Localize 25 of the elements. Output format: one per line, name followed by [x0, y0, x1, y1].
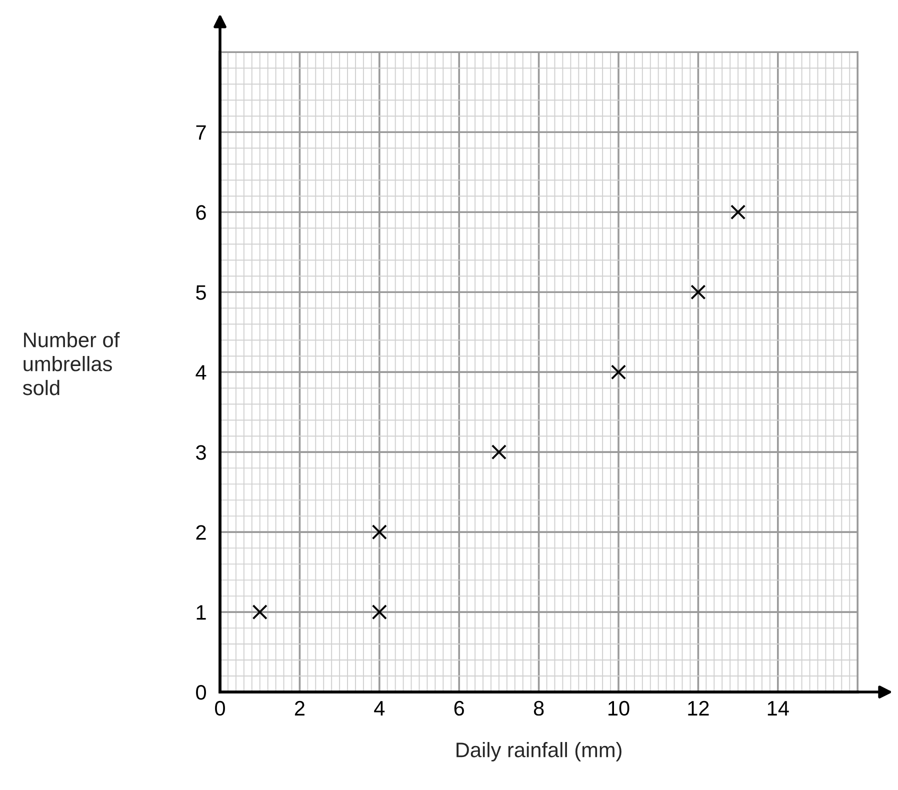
y-tick-label: 2: [196, 525, 206, 540]
y-tick-label: 4: [196, 365, 206, 380]
point: [690, 284, 706, 300]
y-tick-label: 6: [196, 205, 206, 220]
point: [610, 364, 626, 380]
point: [372, 524, 387, 540]
x-tick-label: 12: [688, 700, 709, 716]
x-tick-label: 2: [294, 700, 304, 716]
point: [491, 444, 507, 460]
y-axis-title: Number of umbrellas sold: [22, 332, 120, 396]
x-tick-label: 4: [374, 701, 385, 716]
x-tick-label: 14: [768, 701, 789, 716]
point: [372, 604, 387, 620]
x-tick-label: 0: [215, 700, 225, 716]
y-tick-label: 5: [196, 285, 206, 300]
x-tick-label: 10: [608, 700, 630, 716]
x-tick-label: 8: [534, 700, 544, 716]
y-tick-label: 3: [196, 445, 206, 460]
x-tick-label: 6: [454, 700, 464, 716]
point: [730, 204, 746, 220]
y-tick-label: 7: [196, 125, 206, 140]
y-tick-label: 1: [196, 605, 206, 620]
point: [252, 604, 268, 620]
y-tick-label: 0: [196, 685, 206, 700]
x-axis-title: Daily rainfall (mm): [456, 742, 622, 762]
